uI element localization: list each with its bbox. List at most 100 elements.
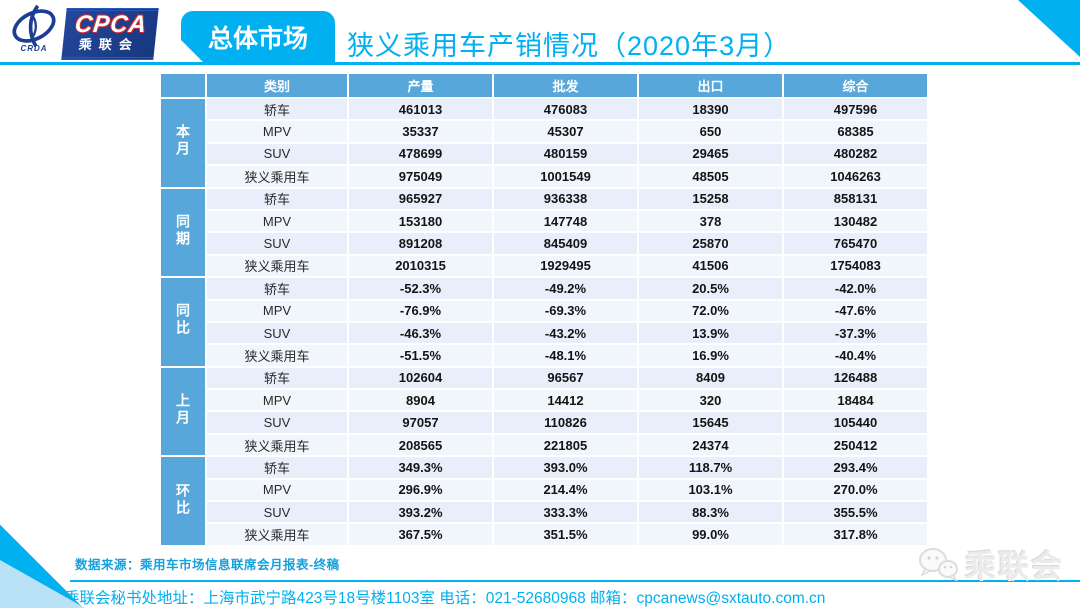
value-cell: 48505 — [639, 166, 782, 187]
value-cell: 975049 — [349, 166, 492, 187]
category-cell: MPV — [207, 210, 347, 232]
section-tab-overall-market: 总体市场 — [181, 11, 335, 62]
category-cell: MPV — [207, 479, 347, 501]
category-cell: 轿车 — [207, 367, 347, 389]
category-cell: SUV — [207, 143, 347, 165]
category-cell: 轿车 — [207, 188, 347, 209]
value-cell: -47.6% — [784, 300, 927, 321]
category-cell: SUV — [207, 233, 347, 254]
value-cell: 476083 — [494, 99, 637, 120]
row-group-label: 同比 — [161, 278, 205, 366]
top-right-triangle-decoration — [1018, 0, 1080, 57]
value-cell: 393.0% — [494, 457, 637, 478]
table-header-row: 类别 产量 批发 出口 综合 — [161, 74, 927, 97]
category-cell: 轿车 — [207, 457, 347, 478]
category-cell: 狭义乘用车 — [207, 166, 347, 187]
header-divider — [0, 62, 1080, 65]
value-cell: 270.0% — [784, 479, 927, 501]
category-cell: SUV — [207, 502, 347, 523]
category-cell: 轿车 — [207, 99, 347, 120]
value-cell: 936338 — [494, 188, 637, 209]
wechat-watermark: 乘联会 — [917, 541, 1064, 586]
value-cell: 72.0% — [639, 300, 782, 321]
value-cell: 393.2% — [349, 502, 492, 523]
value-cell: 293.4% — [784, 457, 927, 478]
table-row: 狭义乘用车 367.5% 351.5% 99.0% 317.8% — [161, 524, 927, 545]
table-row: 环比 轿车 349.3% 393.0% 118.7% 293.4% — [161, 457, 927, 545]
value-cell: 25870 — [639, 233, 782, 254]
value-cell: -40.4% — [784, 345, 927, 366]
value-cell: -37.3% — [784, 322, 927, 344]
table-row: MPV -76.9% -69.3% 72.0% -47.6% — [161, 300, 927, 321]
category-cell: 狭义乘用车 — [207, 345, 347, 366]
footer-contact: 乘联会秘书处地址：上海市武宁路423号18号楼1103室 电话：021-5268… — [64, 590, 826, 607]
value-cell: 147748 — [494, 210, 637, 232]
value-cell: 16.9% — [639, 345, 782, 366]
value-cell: 68385 — [784, 121, 927, 142]
value-cell: 14412 — [494, 390, 637, 411]
table-row: SUV -46.3% -43.2% 13.9% -37.3% — [161, 322, 927, 344]
cpca-name-cn: 乘联会 — [78, 37, 140, 52]
watermark-text: 乘联会 — [965, 549, 1064, 584]
table-row: 狭义乘用车 208565 221805 24374 250412 — [161, 434, 927, 456]
category-cell: MPV — [207, 300, 347, 321]
value-cell: 99.0% — [639, 524, 782, 545]
value-cell: 461013 — [349, 99, 492, 120]
value-cell: 208565 — [349, 434, 492, 456]
table-row: SUV 393.2% 333.3% 88.3% 355.5% — [161, 502, 927, 523]
category-cell: MPV — [207, 121, 347, 142]
value-cell: 891208 — [349, 233, 492, 254]
value-cell: 333.3% — [494, 502, 637, 523]
value-cell: 45307 — [494, 121, 637, 142]
value-cell: 8409 — [639, 367, 782, 389]
category-cell: SUV — [207, 322, 347, 344]
category-cell: SUV — [207, 412, 347, 433]
value-cell: -69.3% — [494, 300, 637, 321]
table-row: MPV 296.9% 214.4% 103.1% 270.0% — [161, 479, 927, 501]
wechat-icon — [919, 547, 958, 582]
value-cell: 35337 — [349, 121, 492, 142]
row-group-label: 环比 — [161, 457, 205, 545]
value-cell: -46.3% — [349, 322, 492, 344]
value-cell: -51.5% — [349, 345, 492, 366]
value-cell: 480282 — [784, 143, 927, 165]
value-cell: 18484 — [784, 390, 927, 411]
cpca-logo: CRDA CPCA 乘联会 — [8, 4, 159, 60]
value-cell: -48.1% — [494, 345, 637, 366]
value-cell: 1046263 — [784, 166, 927, 187]
value-cell: 118.7% — [639, 457, 782, 478]
value-cell: 351.5% — [494, 524, 637, 545]
data-source-note: 数据来源：乘用车市场信息联席会月报表-终稿 — [75, 558, 340, 572]
value-cell: 20.5% — [639, 278, 782, 299]
table-row: 狭义乘用车 975049 1001549 48505 1046263 — [161, 166, 927, 187]
table-row: MPV 35337 45307 650 68385 — [161, 121, 927, 142]
column-header-combined: 综合 — [784, 74, 927, 97]
value-cell: 15258 — [639, 188, 782, 209]
category-cell: 狭义乘用车 — [207, 255, 347, 277]
value-cell: 367.5% — [349, 524, 492, 545]
value-cell: 96567 — [494, 367, 637, 389]
swirl-emblem-icon — [12, 4, 56, 48]
value-cell: 126488 — [784, 367, 927, 389]
column-header-wholesale: 批发 — [494, 74, 637, 97]
emblem-caption: CRDA — [20, 44, 48, 53]
table-row: SUV 478699 480159 29465 480282 — [161, 143, 927, 165]
table-row: 同期 轿车 965927 936338 15258 858131 — [161, 188, 927, 277]
table-row: MPV 153180 147748 378 130482 — [161, 210, 927, 232]
value-cell: 478699 — [349, 143, 492, 165]
value-cell: 18390 — [639, 99, 782, 120]
column-header-category: 类别 — [207, 74, 347, 97]
value-cell: 1001549 — [494, 166, 637, 187]
value-cell: 214.4% — [494, 479, 637, 501]
value-cell: 1929495 — [494, 255, 637, 277]
value-cell: 296.9% — [349, 479, 492, 501]
value-cell: 845409 — [494, 233, 637, 254]
value-cell: 965927 — [349, 188, 492, 209]
value-cell: -49.2% — [494, 278, 637, 299]
category-cell: 轿车 — [207, 278, 347, 299]
value-cell: -52.3% — [349, 278, 492, 299]
value-cell: 8904 — [349, 390, 492, 411]
row-group-label: 同期 — [161, 188, 205, 277]
value-cell: 355.5% — [784, 502, 927, 523]
value-cell: 1754083 — [784, 255, 927, 277]
